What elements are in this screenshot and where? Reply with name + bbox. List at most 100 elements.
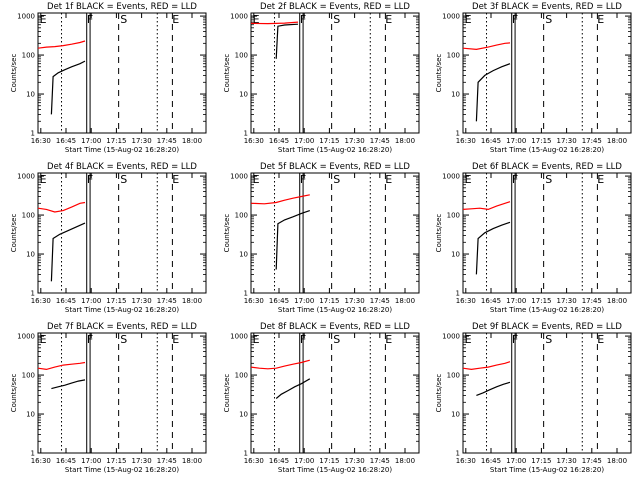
event-marker-label: S: [545, 13, 552, 26]
y-tick-label: 10: [239, 91, 248, 99]
event-marker-label: E: [172, 333, 179, 346]
y-axis-label: Counts/sec: [10, 54, 18, 93]
x-tick-label: 17:45: [157, 297, 177, 305]
x-tick-label: 18:00: [395, 137, 415, 145]
y-tick-label: 1: [31, 450, 35, 458]
panel-det-6: Det 6f BLACK = Events, RED = LLD 1 10 100 10…: [435, 162, 632, 314]
events-series-line: [475, 221, 511, 275]
x-tick-label: 17:00: [294, 297, 314, 305]
y-tick-label: 10: [451, 251, 460, 259]
x-tick-label: 16:30: [244, 297, 264, 305]
y-axis-label: Counts/sec: [10, 374, 18, 413]
y-tick-label: 10: [451, 91, 460, 99]
x-tick-label: 17:45: [157, 457, 177, 465]
x-tick-label: 18:00: [182, 137, 202, 145]
panel-det-3: Det 3f BLACK = Events, RED = LLD 1 10 100 10…: [435, 2, 632, 154]
event-marker-label: S: [545, 173, 552, 186]
events-series-line: [275, 23, 299, 59]
plot-frame: [250, 12, 420, 134]
event-marker-label: F: [512, 173, 518, 186]
event-marker-label: E: [385, 173, 392, 186]
lld-series-line: [462, 361, 511, 371]
x-tick-label: 17:15: [531, 137, 551, 145]
panel-det-2: Det 2f BLACK = Events, RED = LLD 1 10 100 10…: [223, 2, 420, 154]
x-tick-label: 18:00: [607, 297, 627, 305]
events-series-line: [275, 378, 311, 399]
y-tick-label: 10: [239, 251, 248, 259]
y-tick-label: 1: [244, 450, 248, 458]
event-marker-label: E: [172, 173, 179, 186]
x-tick-label: 16:30: [31, 137, 51, 145]
x-tick-label: 17:30: [345, 137, 365, 145]
x-tick-label: 16:30: [31, 457, 51, 465]
y-axis-label: Counts/sec: [435, 214, 443, 253]
y-tick-label: 100: [447, 372, 460, 380]
y-tick-label: 1000: [230, 333, 248, 341]
x-tick-label: 16:45: [269, 297, 289, 305]
event-marker-label: F: [300, 333, 306, 346]
x-tick-label: 17:30: [345, 457, 365, 465]
event-marker-label: E: [597, 13, 604, 26]
y-tick-label: 100: [22, 212, 35, 220]
y-tick-label: 1: [244, 130, 248, 138]
x-axis-label: Start Time (15-Aug-02 16:28:20): [65, 466, 179, 474]
event-marker-label: S: [333, 13, 340, 26]
event-marker-label: E: [465, 13, 472, 26]
event-marker-label: S: [545, 333, 552, 346]
event-marker-label: E: [253, 13, 260, 26]
event-marker-label: F: [300, 173, 306, 186]
y-tick-label: 1000: [442, 333, 460, 341]
x-tick-label: 16:45: [481, 137, 501, 145]
event-marker-label: E: [40, 173, 47, 186]
lld-series-line: [462, 42, 511, 51]
events-series-line: [50, 60, 86, 115]
events-series-line: [51, 379, 86, 390]
x-tick-label: 17:45: [370, 297, 390, 305]
plot-frame: [37, 12, 207, 134]
x-tick-label: 16:45: [56, 297, 76, 305]
event-marker-label: F: [512, 333, 518, 346]
x-axis-label: Start Time (15-Aug-02 16:28:20): [490, 466, 604, 474]
panel-title: Det 8f BLACK = Events, RED = LLD: [260, 322, 410, 332]
x-axis-label: Start Time (15-Aug-02 16:28:20): [490, 306, 604, 314]
y-tick-label: 1: [456, 450, 460, 458]
y-tick-label: 1000: [442, 13, 460, 21]
events-series-line: [275, 210, 310, 270]
y-tick-label: 100: [447, 52, 460, 60]
x-tick-label: 17:15: [319, 137, 339, 145]
y-tick-label: 100: [235, 212, 248, 220]
plot-frame: [250, 172, 420, 294]
x-tick-label: 17:30: [132, 297, 152, 305]
y-tick-label: 100: [22, 52, 35, 60]
x-tick-label: 17:15: [106, 297, 126, 305]
panel-title: Det 6f BLACK = Events, RED = LLD: [472, 162, 622, 172]
y-tick-label: 1: [456, 290, 460, 298]
panel-det-7: Det 7f BLACK = Events, RED = LLD 1 10 100 10…: [10, 322, 207, 474]
y-tick-label: 10: [26, 91, 35, 99]
x-tick-label: 18:00: [395, 297, 415, 305]
x-tick-label: 16:45: [56, 137, 76, 145]
x-tick-label: 16:45: [269, 137, 289, 145]
x-tick-label: 17:00: [506, 457, 526, 465]
x-tick-label: 17:45: [157, 137, 177, 145]
x-tick-label: 18:00: [182, 457, 202, 465]
event-marker-label: F: [300, 13, 306, 26]
y-axis-label: Counts/sec: [435, 374, 443, 413]
y-tick-label: 1000: [17, 333, 35, 341]
x-tick-label: 17:30: [557, 457, 577, 465]
y-axis-label: Counts/sec: [223, 374, 231, 413]
y-tick-label: 1: [244, 290, 248, 298]
x-tick-label: 17:30: [132, 457, 152, 465]
x-axis-label: Start Time (15-Aug-02 16:28:20): [490, 146, 604, 154]
event-marker-label: S: [333, 333, 340, 346]
x-tick-label: 17:15: [531, 457, 551, 465]
x-tick-label: 18:00: [395, 457, 415, 465]
x-tick-label: 17:00: [81, 137, 101, 145]
x-tick-label: 17:30: [557, 137, 577, 145]
event-marker-label: E: [465, 333, 472, 346]
event-marker-label: E: [465, 173, 472, 186]
event-marker-label: E: [253, 173, 260, 186]
panel-title: Det 7f BLACK = Events, RED = LLD: [47, 322, 197, 332]
x-tick-label: 18:00: [182, 297, 202, 305]
